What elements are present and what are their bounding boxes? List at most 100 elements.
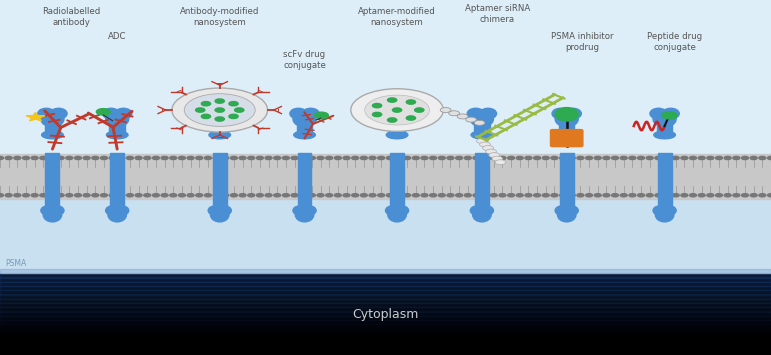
Ellipse shape xyxy=(653,111,676,127)
Circle shape xyxy=(482,156,489,160)
Ellipse shape xyxy=(302,206,316,215)
Ellipse shape xyxy=(564,108,581,119)
Circle shape xyxy=(187,194,194,197)
Circle shape xyxy=(594,156,601,160)
Circle shape xyxy=(664,194,671,197)
Circle shape xyxy=(421,194,428,197)
Circle shape xyxy=(378,194,385,197)
Ellipse shape xyxy=(41,111,64,127)
Ellipse shape xyxy=(467,108,484,119)
Circle shape xyxy=(415,108,424,112)
Ellipse shape xyxy=(217,206,231,215)
Circle shape xyxy=(476,138,487,143)
Circle shape xyxy=(480,142,490,147)
Circle shape xyxy=(464,156,471,160)
Circle shape xyxy=(161,194,168,197)
Circle shape xyxy=(586,156,593,160)
Circle shape xyxy=(274,194,281,197)
Circle shape xyxy=(466,117,476,122)
Circle shape xyxy=(222,194,229,197)
Bar xyxy=(0,307,771,316)
Circle shape xyxy=(492,156,503,161)
Circle shape xyxy=(534,156,540,160)
Circle shape xyxy=(144,156,151,160)
Text: Peptide drug
conjugate: Peptide drug conjugate xyxy=(647,32,702,52)
Ellipse shape xyxy=(108,208,126,222)
Ellipse shape xyxy=(471,131,493,139)
Circle shape xyxy=(31,156,38,160)
Ellipse shape xyxy=(552,108,569,119)
Circle shape xyxy=(707,194,714,197)
Ellipse shape xyxy=(395,108,412,119)
Circle shape xyxy=(40,156,47,160)
Circle shape xyxy=(629,194,636,197)
Text: Antibody-modified
nanosystem: Antibody-modified nanosystem xyxy=(180,7,259,27)
Circle shape xyxy=(49,156,56,160)
Circle shape xyxy=(611,194,618,197)
Circle shape xyxy=(215,99,224,103)
Circle shape xyxy=(317,156,324,160)
Ellipse shape xyxy=(106,206,120,215)
Ellipse shape xyxy=(43,208,62,222)
Ellipse shape xyxy=(650,108,667,119)
Ellipse shape xyxy=(115,206,129,215)
Circle shape xyxy=(577,194,584,197)
Ellipse shape xyxy=(386,131,408,139)
Circle shape xyxy=(672,194,679,197)
Ellipse shape xyxy=(654,131,675,139)
Circle shape xyxy=(689,194,696,197)
Circle shape xyxy=(282,194,289,197)
Bar xyxy=(560,153,574,206)
Ellipse shape xyxy=(555,206,569,215)
Circle shape xyxy=(534,194,540,197)
Circle shape xyxy=(229,102,238,106)
Circle shape xyxy=(118,156,125,160)
Circle shape xyxy=(172,88,268,132)
Circle shape xyxy=(486,149,497,154)
Circle shape xyxy=(404,156,411,160)
Circle shape xyxy=(14,156,21,160)
Circle shape xyxy=(767,194,771,197)
Bar xyxy=(0,269,771,278)
Circle shape xyxy=(620,194,627,197)
Circle shape xyxy=(5,156,12,160)
Circle shape xyxy=(490,194,497,197)
Circle shape xyxy=(620,156,627,160)
Circle shape xyxy=(474,120,485,125)
Circle shape xyxy=(239,194,246,197)
Bar xyxy=(213,153,227,206)
Circle shape xyxy=(421,156,428,160)
Circle shape xyxy=(247,156,254,160)
Circle shape xyxy=(655,194,662,197)
Circle shape xyxy=(388,98,397,102)
Circle shape xyxy=(351,89,443,131)
Bar xyxy=(45,115,60,135)
Bar xyxy=(0,277,771,286)
Circle shape xyxy=(204,156,211,160)
Circle shape xyxy=(594,194,601,197)
Circle shape xyxy=(742,194,749,197)
Ellipse shape xyxy=(655,208,674,222)
Circle shape xyxy=(300,194,307,197)
Circle shape xyxy=(715,156,722,160)
Circle shape xyxy=(525,194,532,197)
Bar xyxy=(390,153,404,206)
Circle shape xyxy=(57,156,64,160)
Circle shape xyxy=(22,156,29,160)
Circle shape xyxy=(457,114,468,119)
Ellipse shape xyxy=(470,111,493,127)
Circle shape xyxy=(449,111,460,116)
Ellipse shape xyxy=(386,111,409,127)
Circle shape xyxy=(664,156,671,160)
Circle shape xyxy=(672,156,679,160)
Circle shape xyxy=(22,194,29,197)
Circle shape xyxy=(274,156,281,160)
Circle shape xyxy=(495,160,506,165)
Ellipse shape xyxy=(555,111,578,127)
Circle shape xyxy=(247,194,254,197)
Circle shape xyxy=(689,156,696,160)
Circle shape xyxy=(184,94,255,126)
Ellipse shape xyxy=(480,108,497,119)
Circle shape xyxy=(372,112,382,116)
Circle shape xyxy=(507,194,514,197)
